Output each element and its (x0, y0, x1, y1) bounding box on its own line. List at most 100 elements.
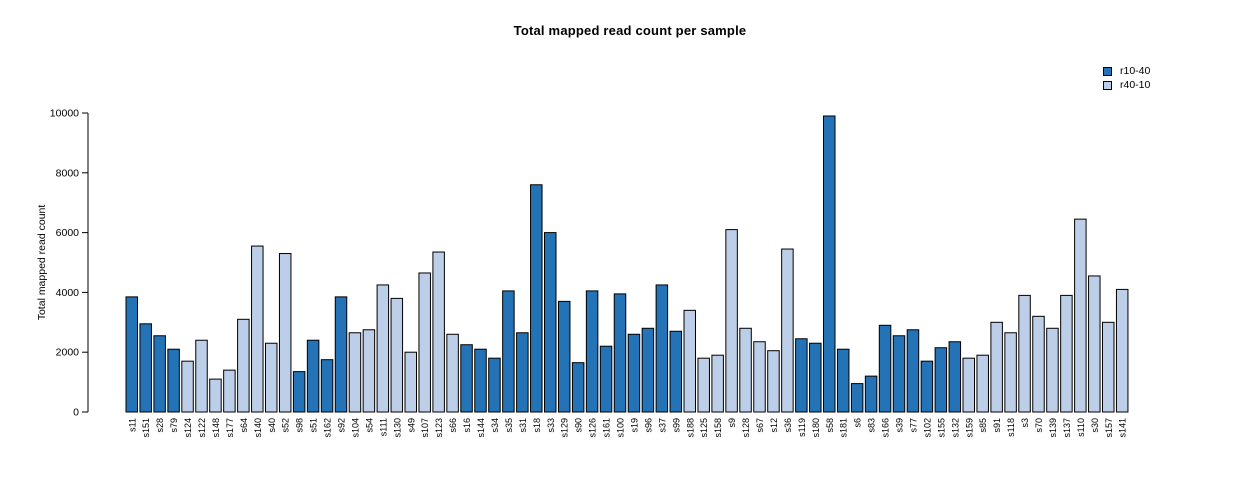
x-label-s31: s31 (518, 418, 528, 433)
x-label-s96: s96 (643, 418, 653, 433)
bar-s98 (292, 371, 306, 413)
x-label-s91: s91 (992, 418, 1002, 433)
bar-s125 (697, 357, 710, 413)
x-label-s90: s90 (574, 418, 584, 433)
x-label-s125: s125 (699, 418, 709, 438)
x-label-s181: s181 (839, 418, 849, 438)
x-label-s77: s77 (908, 418, 918, 433)
x-label-s132: s132 (950, 418, 960, 438)
legend-entry-r10-40: r10-40 (1103, 64, 1150, 78)
bar-s49 (404, 351, 417, 413)
bar-s35 (502, 290, 515, 413)
legend-label-r10-40: r10-40 (1120, 65, 1151, 77)
x-label-s180: s180 (811, 418, 821, 438)
x-label-s16: s16 (462, 418, 472, 433)
bar-s137 (1060, 294, 1073, 413)
bar-s30 (1088, 275, 1101, 413)
y-tick-label-4000: 4000 (56, 287, 80, 299)
x-label-s137: s137 (1062, 418, 1072, 438)
x-label-s162: s162 (323, 418, 333, 438)
x-label-s161: s161 (602, 418, 612, 438)
y-tick-label-8000: 8000 (56, 167, 80, 179)
x-label-s130: s130 (392, 418, 402, 438)
bar-s58 (823, 115, 836, 413)
bar-s51 (306, 339, 320, 413)
bar-s181 (836, 348, 850, 413)
x-label-s177: s177 (225, 418, 235, 438)
bar-s77 (906, 329, 920, 413)
bar-s157 (1102, 321, 1115, 413)
bar-s96 (641, 327, 655, 413)
bar-s162 (320, 359, 334, 413)
bar-s129 (557, 300, 571, 413)
x-label-s64: s64 (239, 418, 249, 433)
x-label-s70: s70 (1034, 418, 1044, 433)
x-label-s141: s141 (1118, 418, 1128, 438)
x-label-s37: s37 (657, 418, 667, 433)
bar-s34 (488, 357, 501, 413)
x-label-s144: s144 (476, 418, 486, 438)
bar-s180 (809, 342, 822, 413)
x-label-s51: s51 (309, 418, 319, 433)
bar-s66 (446, 333, 459, 413)
legend: r10-40 r40-10 (1103, 64, 1150, 92)
legend-swatch-r10-40 (1103, 66, 1112, 76)
bar-s12 (767, 350, 780, 413)
x-label-s140: s140 (253, 418, 263, 438)
bar-s110 (1074, 218, 1087, 413)
bar-s90 (571, 362, 585, 413)
bar-s107 (418, 272, 431, 413)
bar-s119 (795, 338, 808, 413)
x-label-s19: s19 (629, 418, 639, 433)
bar-s177 (223, 369, 236, 413)
x-label-s40: s40 (267, 418, 277, 433)
bar-s139 (1046, 327, 1059, 413)
bar-s128 (739, 327, 752, 413)
bar-s124 (181, 360, 194, 413)
bar-s130 (390, 297, 404, 413)
bar-s36 (781, 248, 794, 413)
bar-s92 (334, 296, 348, 413)
bar-s19 (627, 333, 641, 413)
x-axis-labels: s11 s151 s28 s79 s124 s122 s148 s177 s64 s140 s40 s… (127, 418, 1127, 438)
x-label-s110: s110 (1076, 418, 1086, 437)
bar-s18 (530, 184, 543, 413)
bar-s161 (599, 345, 613, 413)
bar-s140 (251, 245, 264, 413)
x-label-s54: s54 (364, 418, 374, 433)
x-label-s188: s188 (685, 418, 695, 438)
x-label-s122: s122 (197, 418, 207, 438)
bar-s144 (474, 348, 487, 413)
x-label-s33: s33 (546, 418, 556, 433)
bar-s118 (1004, 332, 1017, 413)
bar-s188 (683, 309, 696, 413)
bar-s159 (962, 357, 975, 413)
x-label-s28: s28 (155, 418, 165, 433)
bar-s31 (516, 332, 529, 413)
x-label-s119: s119 (797, 418, 807, 437)
x-label-s111: s111 (378, 418, 388, 436)
x-label-s155: s155 (936, 418, 946, 438)
bar-s126 (585, 290, 599, 413)
x-label-s66: s66 (448, 418, 458, 433)
x-label-s139: s139 (1048, 418, 1058, 438)
x-label-s104: s104 (350, 418, 360, 438)
legend-label-r40-10: r40-10 (1120, 79, 1151, 91)
x-label-s34: s34 (490, 418, 500, 433)
y-tick-label-10000: 10000 (50, 108, 79, 120)
bar-s3 (1018, 294, 1031, 413)
x-label-s157: s157 (1104, 418, 1114, 438)
bar-s122 (195, 339, 208, 413)
x-label-s159: s159 (964, 418, 974, 438)
x-label-s12: s12 (769, 418, 779, 433)
x-label-s35: s35 (504, 418, 514, 433)
bar-s11 (125, 296, 138, 413)
x-label-s151: s151 (141, 418, 151, 438)
y-tick-label-2000: 2000 (56, 347, 80, 359)
bar-s83 (864, 375, 878, 413)
bar-s52 (278, 253, 292, 413)
x-label-s79: s79 (169, 418, 179, 433)
x-label-s124: s124 (183, 418, 193, 438)
